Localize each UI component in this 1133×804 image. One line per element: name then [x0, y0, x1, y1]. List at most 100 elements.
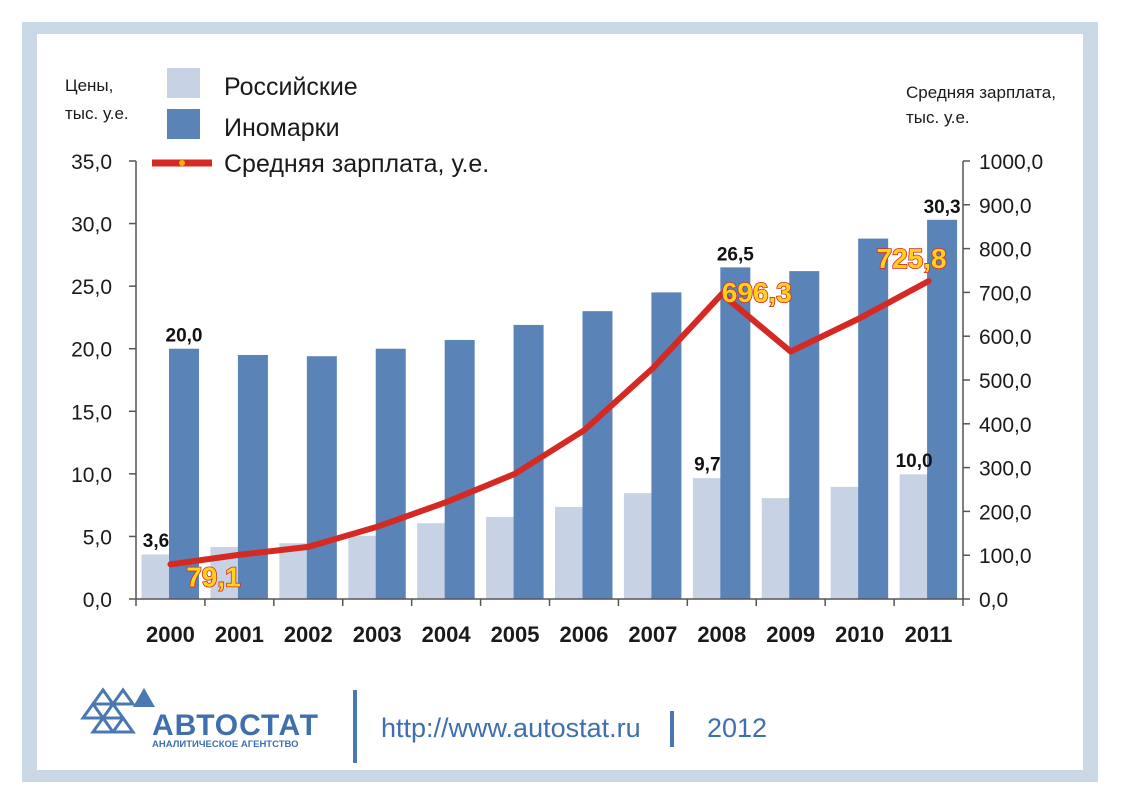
- right-tick-label: 900,0: [979, 195, 1032, 218]
- bar-value-label: 30,3: [924, 197, 961, 218]
- x-tick-label-2009: 2009: [766, 622, 815, 647]
- salary-point-2008: [719, 291, 725, 297]
- bar-foreign-2008: [720, 267, 751, 599]
- right-tick-label: 0,0: [979, 589, 1008, 612]
- x-tick-label-2011: 2011: [905, 622, 953, 647]
- x-tick-label-2007: 2007: [628, 622, 677, 647]
- salary-point-2005: [512, 471, 518, 477]
- bar-foreign-2001: [237, 354, 268, 599]
- legend-label-russian: Российские: [224, 73, 358, 101]
- bar-russian-2005: [485, 515, 517, 600]
- bar-value-label: 20,0: [166, 326, 203, 347]
- bar-foreign-2004: [444, 339, 475, 599]
- right-tick-label: 600,0: [979, 326, 1032, 349]
- salary-point-2002: [305, 544, 311, 550]
- bar-foreign-2011: [927, 219, 958, 599]
- right-tick-label: 1000,0: [979, 151, 1043, 174]
- left-tick-label: 5,0: [83, 526, 112, 549]
- bar-foreign-2002: [306, 356, 337, 599]
- legend-swatch-foreign: [167, 109, 200, 139]
- bar-value-label: 10,0: [896, 451, 933, 472]
- bar-value-label: 9,7: [694, 455, 720, 476]
- salary-point-2001: [236, 552, 242, 558]
- right-tick-label: 700,0: [979, 282, 1032, 305]
- logo-subtitle: АНАЛИТИЧЕСКОЕ АГЕНТСТВО: [152, 739, 299, 750]
- bar-russian-2006: [554, 505, 585, 600]
- x-tick-label-2000: 2000: [146, 622, 195, 647]
- bar-foreign-2009: [789, 271, 820, 599]
- salary-line: [167, 278, 932, 568]
- salary-value-label: 696,3: [722, 277, 792, 308]
- right-axis-title-line1: Средняя зарплата,: [906, 83, 1056, 102]
- salary-point-2009: [788, 349, 794, 355]
- footer-divider-2: [670, 711, 674, 747]
- x-tick-label-2003: 2003: [353, 622, 402, 647]
- footer: АВТОСТАТ АНАЛИТИЧЕСКОЕ АГЕНТСТВО http://…: [80, 687, 767, 763]
- bar-value-label: 3,6: [143, 531, 169, 552]
- right-tick-label: 200,0: [979, 501, 1032, 524]
- bar-russian-2011: [898, 473, 930, 600]
- left-tick-label: 35,0: [71, 151, 112, 174]
- salary-point-2003: [374, 524, 380, 530]
- x-tick-label-2006: 2006: [559, 622, 608, 647]
- legend-label-salary: Средняя зарплата, у.е.: [224, 150, 489, 178]
- salary-line-layer: [167, 278, 932, 568]
- bar-russian-2000: [140, 553, 172, 600]
- logo-solid-triangle-icon: [133, 688, 155, 707]
- legend-swatch-russian: [167, 68, 200, 98]
- bar-russian-2008: [691, 477, 723, 600]
- bars-layer: [140, 219, 958, 600]
- bar-foreign-2006: [582, 311, 613, 599]
- x-tick-label-2002: 2002: [284, 622, 333, 647]
- x-tick-label-2005: 2005: [491, 622, 540, 647]
- salary-point-2011: [926, 278, 932, 284]
- axes-layer: 0,0 5,0 10,0 15,0 20,0 25,0 30,0 35,0 0,0 100,0 20…: [71, 151, 1043, 647]
- right-tick-label: 400,0: [979, 414, 1032, 437]
- left-tick-label: 30,0: [71, 214, 112, 237]
- left-tick-label: 15,0: [71, 401, 112, 424]
- autostat-logo: АВТОСТАТ АНАЛИТИЧЕСКОЕ АГЕНТСТВО: [80, 687, 319, 750]
- legend: Российские Иномарки Средняя зарплата, у.…: [152, 68, 489, 178]
- salary-point-2004: [443, 499, 449, 505]
- bar-russian-2007: [622, 492, 654, 600]
- right-tick-label: 800,0: [979, 239, 1032, 262]
- x-tick-label-2001: 2001: [215, 622, 264, 647]
- figure-panel: [37, 34, 1083, 770]
- bar-russian-2009: [760, 497, 792, 600]
- logo-name: АВТОСТАТ: [152, 709, 319, 742]
- salary-point-2007: [650, 365, 656, 371]
- left-axis-title-line2: тыс. у.е.: [65, 104, 129, 123]
- left-axis-title-line1: Цены,: [65, 76, 113, 95]
- footer-divider-1: [353, 690, 357, 763]
- salary-point-2000: [167, 561, 173, 567]
- footer-year: 2012: [707, 713, 767, 743]
- bar-foreign-2003: [375, 348, 406, 599]
- legend-marker-salary: [179, 160, 185, 166]
- bar-russian-2003: [347, 534, 379, 600]
- left-tick-label: 0,0: [83, 589, 112, 612]
- x-tick-label-2010: 2010: [835, 622, 884, 647]
- value-labels-layer: 3,6 20,0 9,7 26,5 10,0 30,3 79,1 696,3 725,8: [143, 197, 961, 593]
- left-tick-label: 10,0: [71, 464, 112, 487]
- bar-value-label: 26,5: [717, 244, 754, 265]
- logo-triangles-icon: [80, 687, 136, 734]
- salary-point-2010: [857, 315, 863, 321]
- x-tick-label-2004: 2004: [422, 622, 472, 647]
- footer-url[interactable]: http://www.autostat.ru: [381, 713, 641, 743]
- bar-russian-2010: [829, 485, 861, 600]
- x-tick-label-2008: 2008: [697, 622, 746, 647]
- bar-foreign-2000: [169, 348, 199, 599]
- figure-frame: [22, 22, 1098, 782]
- legend-label-foreign: Иномарки: [224, 114, 340, 142]
- salary-value-label: 79,1: [186, 561, 241, 592]
- right-axis-title-line2: тыс. у.е.: [906, 108, 970, 127]
- bar-russian-2004: [416, 522, 448, 600]
- right-tick-label: 300,0: [979, 458, 1032, 481]
- right-tick-label: 500,0: [979, 370, 1032, 393]
- salary-point-2006: [581, 427, 587, 433]
- left-tick-label: 20,0: [71, 339, 112, 362]
- salary-value-label: 725,8: [877, 243, 947, 274]
- bar-foreign-2010: [858, 238, 889, 600]
- left-tick-label: 25,0: [71, 276, 112, 299]
